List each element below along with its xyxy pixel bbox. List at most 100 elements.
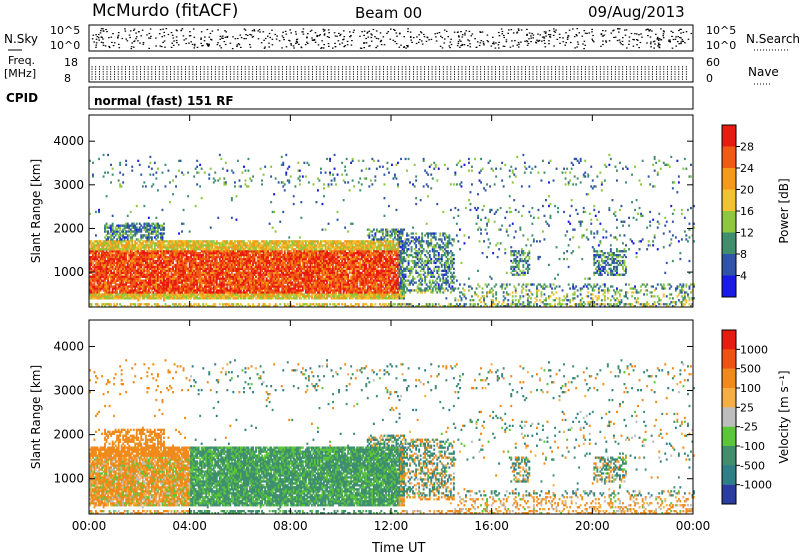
- range-cell: [175, 267, 177, 270]
- range-cell: [125, 267, 128, 270]
- nsky-point: [99, 32, 102, 34]
- range-cell: [89, 285, 91, 288]
- range-cell: [119, 271, 122, 274]
- range-cell: [114, 226, 117, 229]
- range-cell: [125, 265, 128, 269]
- range-cell: [134, 265, 137, 269]
- range-cell: [110, 234, 112, 237]
- nsky-point: [316, 35, 318, 38]
- nsky-point: [377, 38, 380, 40]
- range-cell: [138, 279, 141, 282]
- range-cell: [194, 261, 197, 265]
- range-cell: [149, 263, 152, 267]
- nsky-point: [139, 42, 141, 44]
- range-cell: [182, 222, 185, 225]
- range-cell: [116, 293, 119, 296]
- range-cell: [160, 234, 162, 237]
- nsky-point: [575, 34, 578, 36]
- range-cell: [176, 289, 179, 292]
- range-cell: [140, 267, 143, 270]
- range-cell: [188, 295, 191, 298]
- nsky-point: [428, 39, 430, 41]
- range-cell: [157, 240, 159, 243]
- nsky-point: [582, 43, 584, 45]
- range-cell: [176, 279, 179, 282]
- range-cell: [197, 240, 200, 243]
- range-cell: [134, 287, 137, 290]
- range-cell: [166, 248, 168, 251]
- nsky-point: [337, 40, 340, 42]
- range-cell: [155, 291, 158, 294]
- nsky-point: [648, 30, 650, 32]
- range-cell: [102, 285, 105, 288]
- range-cell: [199, 285, 202, 288]
- range-cell: [119, 265, 122, 269]
- nsky-tick-top: 10^5: [50, 24, 80, 37]
- nsky-tick-bottom: 10^0: [50, 39, 80, 52]
- nsky-point: [396, 35, 398, 37]
- range-cell: [98, 255, 100, 259]
- range-cell: [155, 255, 158, 259]
- range-cell: [185, 265, 188, 269]
- range-cell: [194, 246, 197, 249]
- range-cell: [197, 297, 200, 300]
- range-cell: [105, 259, 108, 263]
- range-cell: [134, 289, 137, 292]
- range-cell: [179, 271, 182, 274]
- range-cell: [161, 240, 164, 243]
- range-cell: [193, 257, 196, 261]
- range-cell: [178, 271, 180, 274]
- range-cell: [104, 293, 106, 296]
- nsky-point: [118, 43, 120, 45]
- range-cell: [163, 259, 165, 263]
- nsky-point: [528, 32, 531, 34]
- nsky-point: [526, 40, 528, 42]
- nsky-point: [618, 31, 620, 33]
- range-cell: [108, 232, 111, 235]
- range-cell: [125, 285, 128, 288]
- range-cell: [126, 222, 129, 225]
- range-cell: [135, 263, 138, 267]
- range-cell: [157, 275, 159, 278]
- nsky-point: [407, 46, 409, 48]
- range-cell: [123, 297, 126, 300]
- range-cell: [196, 255, 199, 259]
- range-cell: [128, 259, 131, 263]
- range-cell: [155, 297, 158, 300]
- range-cell: [188, 289, 191, 292]
- range-cell: [134, 234, 137, 237]
- data-cells: [89, 153, 695, 308]
- nsky-point: [108, 45, 110, 48]
- range-cell: [218, 303, 221, 306]
- range-cell: [104, 291, 106, 294]
- range-cell: [146, 265, 149, 269]
- range-cell: [110, 246, 112, 249]
- range-cell: [197, 303, 200, 306]
- range-cell: [92, 252, 94, 255]
- range-cell: [140, 252, 143, 255]
- nsky-point: [363, 34, 365, 36]
- range-cell: [164, 163, 167, 166]
- nsky-point: [193, 47, 196, 49]
- nsky-point: [638, 47, 640, 49]
- range-cell: [147, 267, 150, 270]
- range-cell: [184, 259, 186, 263]
- range-cell: [96, 275, 99, 278]
- range-cell: [256, 269, 259, 272]
- range-cell: [202, 265, 205, 269]
- range-cell: [185, 255, 188, 259]
- nsky-point: [302, 28, 305, 30]
- range-cell: [167, 252, 170, 255]
- range-cell: [107, 295, 109, 298]
- range-cell: [175, 257, 177, 261]
- range-cell: [181, 254, 183, 257]
- nsky-point: [226, 35, 229, 38]
- range-cell: [122, 291, 125, 294]
- range-cell: [167, 297, 170, 300]
- range-cell: [111, 234, 114, 237]
- range-cell: [144, 254, 147, 257]
- range-cell: [138, 226, 141, 229]
- range-cell: [138, 246, 141, 249]
- range-cell: [117, 285, 120, 288]
- range-cell: [191, 240, 194, 243]
